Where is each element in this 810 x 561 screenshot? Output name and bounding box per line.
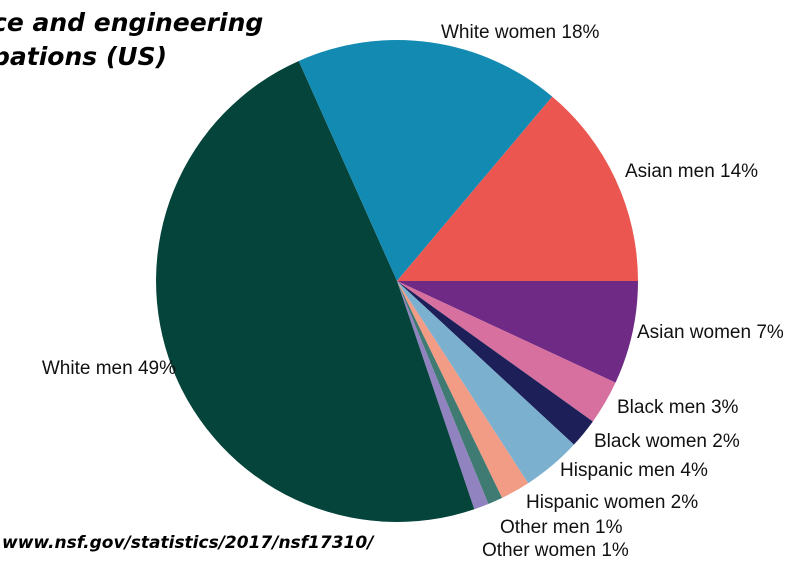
pie-slice-4 xyxy=(397,281,529,498)
pie-slice-6 xyxy=(397,281,489,510)
slice-label-5: Other men 1% xyxy=(500,517,623,538)
pie-slice-3 xyxy=(397,281,574,484)
chart-title-line-1: ce and engineering xyxy=(0,8,264,37)
pie-slice-0 xyxy=(397,281,638,383)
pie-slice-5 xyxy=(397,281,503,505)
slice-label-1: Black men 3% xyxy=(617,397,739,418)
pie-slice-2 xyxy=(397,281,593,445)
slice-label-4: Hispanic women 2% xyxy=(526,492,698,513)
slice-label-9: Asian men 14% xyxy=(625,161,758,182)
pie-slice-8 xyxy=(298,40,553,281)
slice-label-6: Other women 1% xyxy=(482,540,629,561)
slice-label-0: Asian women 7% xyxy=(637,322,784,343)
pie-slice-7 xyxy=(156,60,475,522)
pie-slice-1 xyxy=(397,281,616,422)
slice-label-2: Black women 2% xyxy=(594,431,740,452)
slice-label-3: Hispanic men 4% xyxy=(560,460,708,481)
slice-label-8: White women 18% xyxy=(441,22,600,43)
slice-label-7: White men 49% xyxy=(42,358,176,379)
source-url: www.nsf.gov/statistics/2017/nsf17310/ xyxy=(2,533,374,553)
pie-slice-9 xyxy=(397,96,638,282)
chart-title: ce and engineering pations (US) xyxy=(0,6,312,74)
chart-title-line-2: pations (US) xyxy=(0,42,167,71)
